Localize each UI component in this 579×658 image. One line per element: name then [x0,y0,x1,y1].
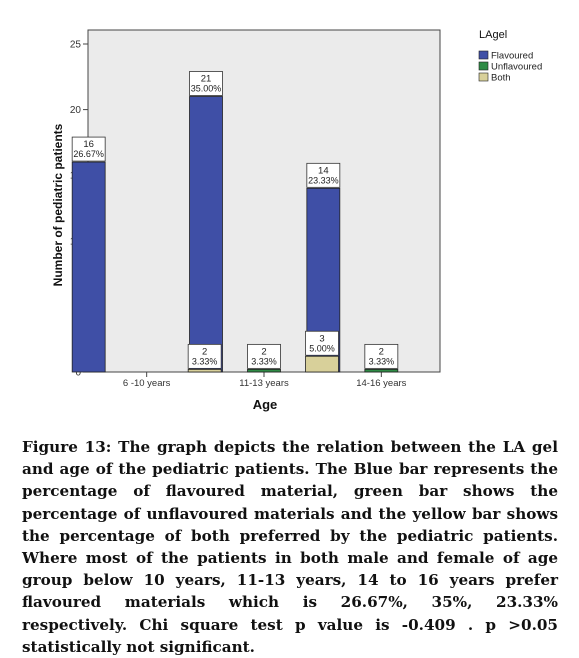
x-tick-label: 6 -10 years [123,378,171,389]
bar [364,368,399,373]
y-tick-label: 0 [75,368,81,379]
data-label-count: 2 [202,346,207,357]
data-label-count: 3 [319,333,324,344]
x-axis-ticks: 6 -10 years 11-13 years 14-16 years [123,372,407,389]
bar [187,368,222,373]
y-tick-label: 20 [70,105,82,116]
data-label-percent: 5.00% [309,343,335,353]
plot-area [87,29,441,373]
chart-area: Number of pediatric patients Age 0510152… [51,29,543,412]
data-label-percent: 35.00% [191,83,222,93]
bar-chart: Number of pediatric patients Age 0510152… [51,29,543,412]
bar [247,368,281,373]
data-label-percent: 3.33% [369,356,395,366]
data-label-box [364,343,399,369]
x-tick-label: 14-16 years [356,378,406,389]
data-label-count: 21 [201,73,212,84]
legend-swatch [478,61,489,71]
legend-entry: Flavoured [491,51,533,62]
data-label-box [189,71,223,96]
legend-entry: Both [491,73,511,84]
x-tick-label: 11-13 years [239,378,289,389]
legend-entry: Unflavoured [491,62,542,73]
data-label-box [306,162,341,188]
data-label-box [187,343,222,369]
x-axis-label: Age [253,397,278,412]
y-tick-label: 25 [70,40,82,51]
data-label-count: 2 [261,346,266,357]
data-label-percent: 3.33% [192,356,218,366]
figure-caption: Figure 13: The graph depicts the relatio… [22,438,558,656]
bar [71,161,106,373]
legend-swatch [478,72,489,82]
data-label-percent: 3.33% [251,356,277,366]
legend-swatch [478,50,489,60]
bar [305,355,339,373]
data-label-percent: 23.33% [308,175,339,185]
data-label-box [247,343,281,369]
data-label-count: 2 [379,346,384,357]
data-labels-group: 1626.67%2135.00%1423.33%23.33%23.33%23.3… [71,71,399,369]
data-label-percent: 26.67% [73,149,104,159]
data-label-count: 14 [318,165,329,176]
data-label-box [71,136,106,162]
data-label-box [305,330,339,356]
legend-title: LAgel [479,29,507,41]
bar [189,96,223,373]
y-axis-label: Number of pediatric patients [51,123,65,286]
data-label-count: 16 [83,139,94,150]
